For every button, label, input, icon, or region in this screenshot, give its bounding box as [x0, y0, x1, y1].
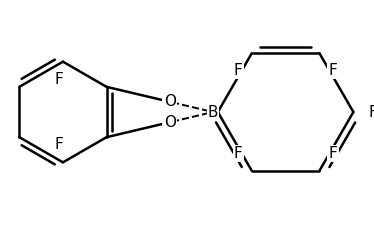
Text: F: F: [329, 63, 337, 78]
Text: F: F: [234, 146, 243, 161]
Text: F: F: [329, 146, 337, 161]
Text: O: O: [164, 94, 176, 109]
Text: F: F: [234, 63, 243, 78]
Text: B: B: [208, 105, 218, 119]
Text: F: F: [368, 105, 374, 119]
Text: F: F: [55, 72, 64, 87]
Text: O: O: [164, 115, 176, 130]
Text: F: F: [55, 137, 64, 152]
